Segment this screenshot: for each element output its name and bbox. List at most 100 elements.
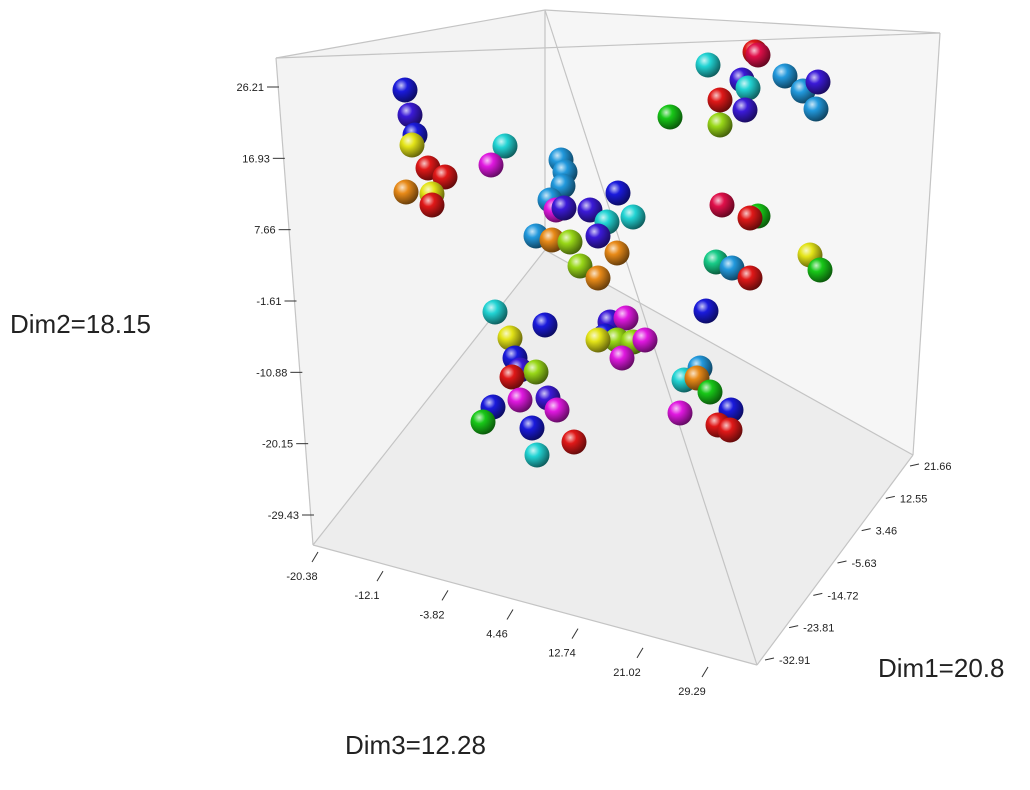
dim3-tick-label: 4.46 (486, 629, 507, 641)
dim2-tick-label: -29.43 (268, 510, 299, 522)
data-point (393, 179, 419, 205)
dim3-tick (701, 666, 709, 678)
data-point (519, 415, 545, 441)
data-point (732, 97, 758, 123)
data-point (524, 442, 550, 468)
data-point (805, 69, 831, 95)
data-point (695, 52, 721, 78)
box-edge (544, 9, 941, 34)
box-edge (312, 544, 758, 666)
data-point (585, 223, 611, 249)
back-right-panel (545, 10, 940, 455)
data-point (544, 397, 570, 423)
data-point (392, 77, 418, 103)
dim2-axis: 26.21 16.93 7.66 -1.61 -10.88 -20.15 -29.43 (236, 82, 314, 522)
data-point (551, 195, 577, 221)
data-point (707, 87, 733, 113)
dim1-tick (764, 657, 775, 661)
data-point (482, 299, 508, 325)
dim1-tick (909, 463, 920, 467)
data-point (507, 387, 533, 413)
data-point (697, 379, 723, 405)
data-point (745, 42, 771, 68)
data-point (735, 75, 761, 101)
dim3-tick-label: 12.74 (548, 648, 576, 660)
plot-box-back (276, 10, 940, 665)
dim2-tick-label: -20.15 (262, 439, 293, 451)
data-point (604, 240, 630, 266)
data-point (419, 192, 445, 218)
dim1-tick-label: -32.91 (779, 655, 810, 667)
dim1-tick-label: 3.46 (876, 526, 897, 538)
dim2-axis-label: Dim2=18.15 (10, 309, 151, 339)
dim3-tick (571, 628, 579, 639)
dim3-axis: -20.38 -12.1 -3.82 4.46 12.74 21.02 29.29 (286, 551, 709, 698)
data-point (709, 192, 735, 218)
dim3-tick-label: -12.1 (354, 590, 379, 602)
dim1-tick (837, 560, 847, 564)
back-left-panel (276, 10, 545, 545)
dim1-tick-label: -5.63 (852, 558, 877, 570)
data-point (667, 400, 693, 426)
data-points (392, 39, 833, 468)
dim3-tick (376, 570, 384, 582)
data-point (772, 63, 798, 89)
data-point (499, 364, 525, 390)
data-point (532, 312, 558, 338)
dim3-tick-label: 29.29 (678, 686, 706, 698)
box-edge (312, 249, 546, 546)
dim1-axis: 21.66 12.55 3.46 -5.63 -14.72 -23.81 -32.91 (764, 461, 952, 667)
dim1-tick-label: -23.81 (803, 623, 834, 635)
data-point (803, 96, 829, 122)
dim2-tick-label: -10.88 (256, 367, 287, 379)
data-point (707, 112, 733, 138)
box-edge (275, 32, 941, 59)
box-edge (912, 32, 941, 456)
dim3-tick (441, 590, 449, 601)
data-point (478, 152, 504, 178)
data-point (605, 180, 631, 206)
data-point (585, 327, 611, 353)
data-point (557, 229, 583, 255)
dim3-tick-label: 21.02 (613, 667, 641, 679)
data-point (632, 327, 658, 353)
data-point (807, 257, 833, 283)
box-edge (756, 454, 914, 666)
dim2-tick-label: 26.21 (236, 82, 264, 94)
data-point (585, 265, 611, 291)
data-point (492, 133, 518, 159)
data-point (523, 359, 549, 385)
dim1-tick (885, 495, 895, 499)
data-point (567, 253, 593, 279)
dim1-tick (861, 528, 871, 532)
data-point (693, 298, 719, 324)
data-point (432, 164, 458, 190)
data-point (613, 305, 639, 331)
data-point (620, 204, 646, 230)
dim3-tick-label: -3.82 (419, 609, 444, 621)
data-point (497, 325, 523, 351)
data-point (609, 345, 635, 371)
data-point (717, 417, 743, 443)
data-point (470, 409, 496, 435)
dim2-tick-label: 16.93 (242, 153, 270, 165)
dim3-tick-label: -20.38 (286, 571, 317, 583)
dim3-tick (636, 647, 644, 659)
dim1-axis-label: Dim1=20.8 (878, 653, 1005, 683)
dim1-tick (813, 592, 823, 596)
dim1-tick-label: 21.66 (924, 461, 952, 473)
data-point (397, 102, 423, 128)
data-point (737, 205, 763, 231)
data-point (737, 265, 763, 291)
dim3-axis-label: Dim3=12.28 (345, 730, 486, 760)
dim2-tick-label: 7.66 (254, 225, 275, 237)
dim3-tick (311, 551, 319, 563)
dim1-tick-label: -14.72 (827, 590, 858, 602)
data-point (399, 132, 425, 158)
dim1-tick-label: 12.55 (900, 493, 928, 505)
floor-panel (313, 250, 913, 665)
dim1-tick (789, 625, 799, 629)
dim2-tick-label: -1.61 (256, 296, 281, 308)
